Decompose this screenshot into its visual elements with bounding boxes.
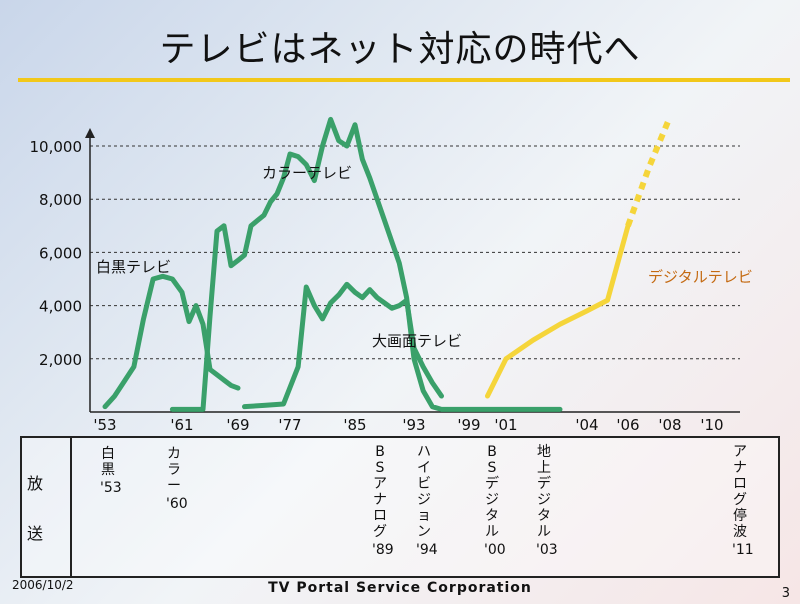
event-text: カラー — [167, 446, 181, 494]
title-underline — [18, 78, 790, 82]
events-divider — [70, 436, 72, 578]
x-tick-label: '93 — [402, 416, 425, 434]
x-tick-label: '06 — [616, 416, 639, 434]
events-category-char-1: 放 — [26, 474, 43, 493]
series-label: カラーテレビ — [262, 164, 352, 182]
event-hivision: ハイビジョン '94 — [416, 444, 438, 558]
x-tick-label: '04 — [575, 416, 598, 434]
y-tick-label: 4,000 — [39, 298, 82, 316]
event-text: BSアナログ — [373, 444, 387, 540]
event-year: '03 — [536, 542, 558, 558]
y-tick-label: 8,000 — [39, 191, 82, 209]
x-tick-label: '85 — [343, 416, 366, 434]
event-bs-analog: BSアナログ '89 — [372, 444, 394, 558]
line-chart: 2,000 4,000 6,000 8,000 10,000 '53 '61 '69 '77 '8… — [30, 115, 753, 434]
series-line-1 — [169, 116, 563, 412]
event-text: 地上デジタル — [537, 444, 551, 540]
event-year: '53 — [100, 480, 122, 496]
event-text: アナログ停波 — [733, 444, 747, 540]
event-text: ハイビジョン — [417, 444, 431, 540]
footer-date: 2006/10/2 — [12, 578, 74, 592]
event-analog-shutdown: アナログ停波 '11 — [732, 444, 754, 558]
event-bs-digital: BSデジタル '00 — [484, 444, 506, 558]
event-terrestrial-digital: 地上デジタル '03 — [536, 444, 558, 558]
x-tick-label: '01 — [494, 416, 517, 434]
x-tick-label: '77 — [278, 416, 301, 434]
series-line-2 — [242, 281, 444, 410]
event-year: '94 — [416, 542, 438, 558]
event-text: BSデジタル — [485, 444, 499, 540]
x-tick-label: '08 — [658, 416, 681, 434]
series-label: 白黒テレビ — [96, 258, 171, 276]
events-category-char-2: 送 — [26, 524, 43, 543]
y-tick-label: 10,000 — [30, 138, 83, 156]
event-year: '60 — [166, 496, 188, 512]
event-year: '00 — [484, 542, 506, 558]
series-line-digital-projected — [625, 115, 673, 227]
footer-company: TV Portal Service Corporation — [268, 580, 532, 596]
y-axis-arrow — [85, 128, 95, 138]
series-line-0 — [102, 273, 241, 410]
x-tick-label: '10 — [700, 416, 723, 434]
series-label: デジタルテレビ — [648, 268, 753, 286]
x-tick-label: '99 — [457, 416, 480, 434]
event-year: '11 — [732, 542, 754, 558]
y-tick-label: 6,000 — [39, 244, 82, 262]
x-tick-label: '61 — [170, 416, 193, 434]
event-color: カラー '60 — [166, 446, 188, 512]
series-label: 大画面テレビ — [372, 332, 462, 350]
x-tick-label: '53 — [93, 416, 116, 434]
page-number: 3 — [781, 586, 790, 601]
event-year: '89 — [372, 542, 394, 558]
event-text: 白黒 — [101, 446, 115, 478]
series-line-digital — [485, 223, 631, 399]
broadcast-events-table — [20, 436, 780, 578]
x-tick-label: '69 — [226, 416, 249, 434]
slide-title: テレビはネット対応の時代へ — [159, 29, 641, 70]
event-bw: 白黒 '53 — [100, 446, 122, 496]
y-tick-label: 2,000 — [39, 351, 82, 369]
